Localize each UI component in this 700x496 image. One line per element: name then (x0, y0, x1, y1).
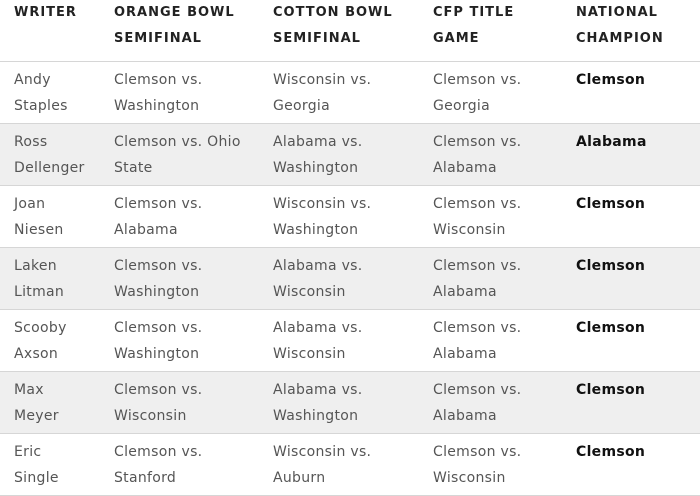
table-cell: Clemson vs. Washington (114, 72, 203, 114)
table-cell: Clemson (576, 196, 646, 212)
table-cell: Wisconsin vs. Georgia (273, 72, 372, 114)
table-cell: Clemson (576, 72, 646, 88)
table-cell: Clemson vs. Alabama (433, 320, 522, 362)
table-cell: Alabama vs. Washington (273, 382, 363, 424)
table-cell: Clemson vs. Wisconsin (433, 444, 522, 486)
table-row: Scooby Axson Clemson vs. Washington Alabam… (0, 310, 700, 372)
table-cell: Clemson (576, 320, 646, 336)
table-cell: Clemson (576, 258, 646, 274)
table-cell: Alabama vs. Washington (273, 134, 363, 176)
table-cell: Clemson vs. Wisconsin (114, 382, 203, 424)
table-cell: Wisconsin vs. Washington (273, 196, 372, 238)
table-cell: Clemson vs. Ohio State (114, 134, 241, 176)
table-cell: Clemson vs. Alabama (433, 258, 522, 300)
table-cell: Clemson vs. Alabama (114, 196, 203, 238)
table-cell: Clemson vs. Georgia (433, 72, 522, 114)
table-cell: NATIONAL CHAMPION (576, 5, 664, 46)
table-row: Ross Dellenger Clemson vs. Ohio State Alab… (0, 124, 700, 186)
table-cell: WRITER (14, 5, 77, 20)
table-cell: Andy Staples (14, 72, 68, 114)
table-cell: Scooby Axson (14, 320, 67, 362)
table-cell: Clemson vs. Stanford (114, 444, 203, 486)
table-row: Eric Single Clemson vs. Stanford Wisconsin… (0, 434, 700, 496)
header-row: WRITER ORANGE BOWL SEMIFINAL COTTON BOWL S… (0, 0, 700, 62)
table-cell: Clemson vs. Alabama (433, 134, 522, 176)
table-cell: COTTON BOWL SEMIFINAL (273, 5, 393, 46)
table-cell: Alabama (576, 134, 647, 150)
table-cell: Max Meyer (14, 382, 59, 424)
table-cell: Alabama vs. Wisconsin (273, 320, 363, 362)
table-cell: Clemson (576, 444, 646, 460)
table-cell: Alabama vs. Wisconsin (273, 258, 363, 300)
table-cell: Clemson vs. Washington (114, 258, 203, 300)
table-row: Andy Staples Clemson vs. Washington Wiscon… (0, 62, 700, 124)
table-cell: Laken Litman (14, 258, 65, 300)
table-cell: CFP TITLE GAME (433, 5, 515, 46)
table-cell: Clemson vs. Alabama (433, 382, 522, 424)
table-cell: ORANGE BOWL SEMIFINAL (114, 5, 235, 46)
table-row: Joan Niesen Clemson vs. Alabama Wisconsin … (0, 186, 700, 248)
table-cell: Eric Single (14, 444, 59, 486)
table-row: Max Meyer Clemson vs. Wisconsin Alabama vs… (0, 372, 700, 434)
table-cell: Clemson (576, 382, 646, 398)
table-cell: Clemson vs. Wisconsin (433, 196, 522, 238)
table-cell: Wisconsin vs. Auburn (273, 444, 372, 486)
table-cell: Ross Dellenger (14, 134, 85, 176)
table-cell: Joan Niesen (14, 196, 64, 238)
table-cell: Clemson vs. Washington (114, 320, 203, 362)
table-row: Laken Litman Clemson vs. Washington Alabam… (0, 248, 700, 310)
